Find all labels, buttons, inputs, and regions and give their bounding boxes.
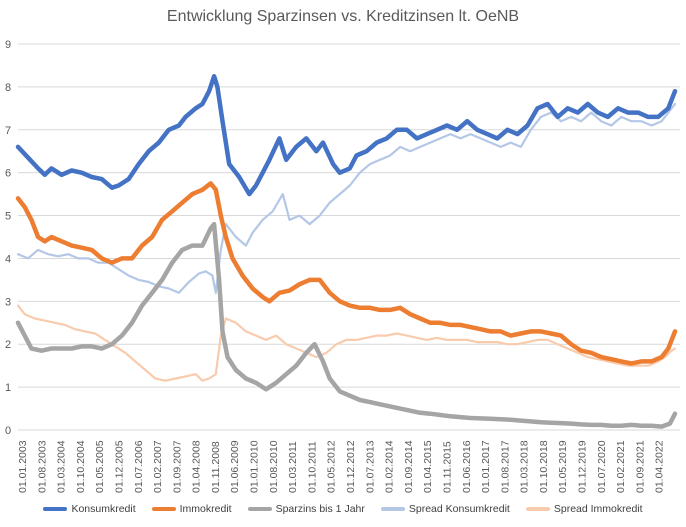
gridlines [18, 43, 680, 431]
y-tick-label: 2 [5, 339, 11, 351]
x-tick-label: 01.11.2008 [210, 441, 222, 493]
legend-item: Immokredit [151, 503, 232, 515]
x-tick-label: 01.02.2021 [615, 440, 627, 493]
y-tick-label: 7 [5, 125, 11, 137]
series-lines [15, 73, 678, 429]
y-tick-label: 5 [5, 211, 11, 223]
x-tick-label: 01.06.2016 [461, 440, 473, 493]
y-tick-label: 6 [5, 168, 11, 180]
legend-swatch [380, 507, 405, 511]
x-tick-label: 01.12.2019 [577, 440, 589, 493]
legend-swatch [43, 507, 68, 511]
x-tick-label: 01.03.2011 [287, 441, 299, 493]
chart-title: Entwicklung Sparzinsen vs. Kreditzinsen … [166, 8, 520, 25]
x-tick-label: 01.05.2005 [94, 440, 106, 493]
x-tick-label: 01.08.2017 [499, 440, 511, 493]
y-tick-label: 8 [5, 82, 11, 94]
legend-swatch [247, 507, 272, 511]
x-tick-label: 01.08.2010 [268, 440, 280, 493]
x-tick-label: 01.03.2004 [56, 440, 68, 493]
x-tick-label: 01.06.2009 [229, 440, 241, 493]
legend-item: Sparzins bis 1 Jahr [247, 503, 365, 515]
x-tick-label: 01.05.2012 [326, 440, 338, 493]
y-tick-label: 3 [5, 296, 11, 308]
legend-item: Spread Konsumkredit [380, 503, 510, 515]
x-tick-label: 01.10.2004 [75, 440, 87, 493]
x-tick-label: 01.07.2006 [133, 440, 145, 493]
x-tick-label: 01.08.2003 [36, 440, 48, 493]
legend-swatch [525, 507, 550, 511]
x-tick-label: 01.01.2003 [17, 440, 29, 493]
x-axis-labels: 01.01.2003 01.08.2003 01.03.2004 01.10.2004… [17, 440, 666, 493]
x-tick-label: 01.10.2011 [306, 441, 318, 493]
x-tick-label: 01.12.2005 [113, 440, 125, 493]
x-tick-label: 01.04.2022 [654, 440, 666, 493]
x-tick-label: 01.09.2021 [634, 440, 646, 493]
y-tick-label: 9 [5, 39, 11, 51]
y-tick-label: 0 [5, 425, 11, 437]
y-tick-label: 1 [5, 382, 11, 394]
x-tick-label: 01.07.2013 [364, 440, 376, 493]
x-tick-label: 01.04.2015 [422, 440, 434, 493]
x-tick-label: 01.01.2010 [249, 440, 261, 493]
x-tick-label: 01.03.2018 [519, 440, 531, 493]
x-tick-label: 01.05.2019 [557, 440, 569, 493]
x-tick-label: 01.09.2007 [171, 440, 183, 493]
x-tick-label: 01.04.2008 [191, 440, 203, 493]
x-tick-label: 01.12.2012 [345, 440, 357, 493]
x-tick-label: 01.10.2018 [538, 440, 550, 493]
y-axis-labels: 0 1 2 3 4 5 6 7 8 9 [5, 39, 11, 437]
series-line-spread-konsumkredit [16, 102, 677, 294]
series-line-sparzins-bis-1-jahr [15, 221, 678, 429]
legend-label: Spread Konsumkredit [408, 503, 510, 515]
x-tick-label: 01.09.2014 [403, 440, 415, 493]
legend-item: Konsumkredit [43, 503, 136, 515]
legend-item: Spread Immokredit [525, 503, 643, 515]
legend-label: Immokredit [179, 503, 232, 515]
x-tick-label: 01.02.2014 [384, 440, 396, 493]
legend: Konsumkredit Immokredit Sparzins bis 1 Jah… [0, 503, 686, 515]
series-line-immokredit [15, 181, 678, 366]
series-line-spread-immokredit [16, 304, 677, 382]
y-tick-label: 4 [5, 253, 11, 265]
legend-swatch [151, 507, 176, 511]
legend-label: Spread Immokredit [553, 503, 643, 515]
x-tick-label: 01.01.2017 [480, 440, 492, 493]
x-tick-label: 01.07.2020 [596, 440, 608, 493]
x-tick-label: 01.11.2015 [441, 441, 453, 493]
x-tick-label: 01.02.2007 [152, 440, 164, 493]
legend-label: Sparzins bis 1 Jahr [275, 503, 365, 515]
series-line-konsumkredit [15, 73, 678, 197]
legend-label: Konsumkredit [71, 503, 136, 515]
